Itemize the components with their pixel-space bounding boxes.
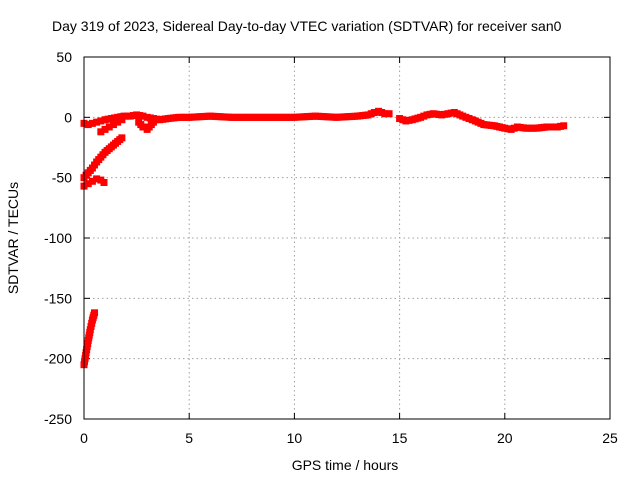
axis-ticks: 0 5 10 15 20 25 -250 -200 -150 -100 -50 0 50 <box>44 49 618 446</box>
y-axis-label: SDTVAR / TECUs <box>5 182 21 294</box>
data-point <box>88 177 96 185</box>
x-tick-label: 5 <box>185 430 193 446</box>
series-steep-segment <box>80 309 99 369</box>
y-tick-label: 50 <box>56 49 72 65</box>
data-point <box>118 134 126 142</box>
data-point <box>139 112 147 120</box>
data-point <box>385 110 393 118</box>
data-point <box>105 123 113 131</box>
series-late-arc <box>396 109 568 133</box>
series-dip-near-3-h <box>135 116 160 133</box>
x-tick-label: 10 <box>287 430 303 446</box>
x-tick-label: 0 <box>80 430 88 446</box>
x-tick-label: 25 <box>602 430 618 446</box>
data-point <box>91 309 99 317</box>
plot-frame <box>83 56 611 420</box>
data-point <box>118 116 126 124</box>
series-main-arc <box>80 107 393 129</box>
data-point <box>139 123 147 131</box>
data-points <box>80 107 568 369</box>
data-point <box>84 121 92 129</box>
y-tick-label: -250 <box>44 411 72 427</box>
data-point <box>93 175 101 183</box>
x-tick-label: 15 <box>392 430 408 446</box>
data-point <box>114 118 122 126</box>
data-point <box>101 125 109 133</box>
y-tick-label: -200 <box>44 351 72 367</box>
chart-title: Day 319 of 2023, Sidereal Day-to-day VTE… <box>52 18 562 34</box>
data-point <box>88 119 96 127</box>
data-point <box>100 178 108 186</box>
data-point <box>152 116 160 124</box>
y-tick-label: -50 <box>52 170 72 186</box>
data-point <box>370 109 378 117</box>
grid <box>84 57 610 419</box>
y-tick-label: -150 <box>44 290 72 306</box>
series-rising-segment-2 <box>97 116 126 136</box>
y-tick-label: -100 <box>44 230 72 246</box>
x-axis-label: GPS time / hours <box>292 457 399 473</box>
data-point <box>97 128 105 136</box>
data-point <box>381 110 389 118</box>
data-point <box>97 117 105 125</box>
x-tick-label: 20 <box>497 430 513 446</box>
data-point <box>109 121 117 129</box>
y-tick-label: 0 <box>64 109 72 125</box>
data-point <box>560 122 568 130</box>
data-point <box>93 118 101 126</box>
data-point <box>84 180 92 188</box>
series-rising-segment-1 <box>80 134 126 182</box>
